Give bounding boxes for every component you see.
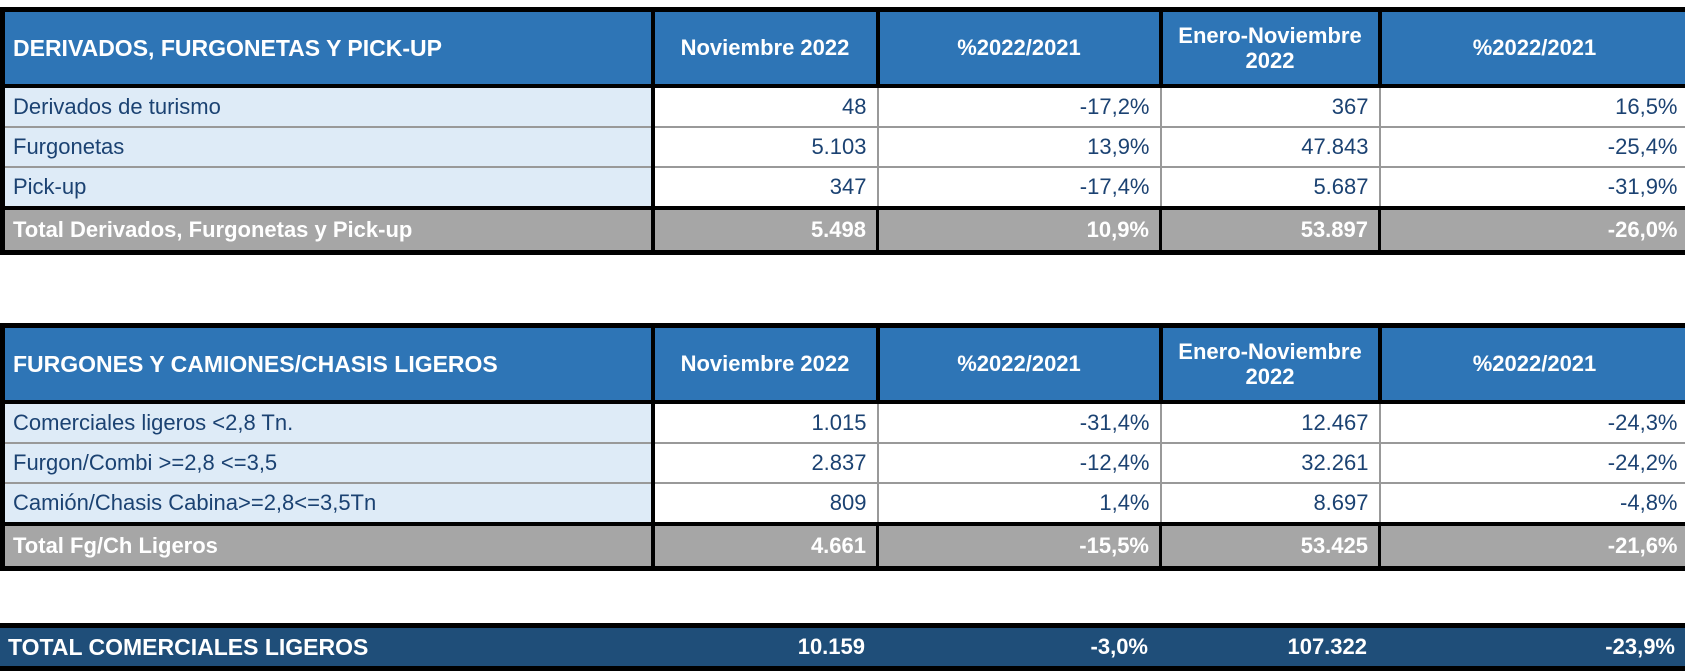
table-total-row: Total Fg/Ch Ligeros 4.661 -15,5% 53.425 … [3,524,1685,569]
table-row: Pick-up 347 -17,4% 5.687 -31,9% [3,167,1685,208]
cell-value: 13,9% [878,127,1161,167]
header-row: FURGONES Y CAMIONES/CHASIS LIGEROS Novie… [3,326,1685,403]
table-row: Furgon/Combi >=2,8 <=3,5 2.837 -12,4% 32… [3,443,1685,483]
row-label: Furgon/Combi >=2,8 <=3,5 [3,443,653,483]
table-row: Derivados de turismo 48 -17,2% 367 16,5% [3,86,1685,127]
row-label: Pick-up [3,167,653,208]
row-label: Derivados de turismo [3,86,653,127]
cell-value: -31,9% [1380,167,1685,208]
cell-value: 2.837 [653,443,878,483]
cell-value: 16,5% [1380,86,1685,127]
cell-value: 1,4% [878,483,1161,524]
cell-value: -25,4% [1380,127,1685,167]
table-row: Comerciales ligeros <2,8 Tn. 1.015 -31,4… [3,402,1685,443]
column-header-enero-noviembre-2022: Enero-Noviembre 2022 [1161,326,1380,403]
cell-value: -24,3% [1380,402,1685,443]
total-cell-value: 53.897 [1161,208,1380,253]
cell-value: 47.843 [1161,127,1380,167]
cell-value: 48 [653,86,878,127]
column-header-pct-ytd: %2022/2021 [1380,10,1685,87]
column-header-noviembre-2022: Noviembre 2022 [653,10,878,87]
column-header-pct-month: %2022/2021 [878,326,1161,403]
cell-value: 12.467 [1161,402,1380,443]
cell-value: 8.697 [1161,483,1380,524]
grand-total-value: -3,0% [875,634,1158,660]
cell-value: 5.103 [653,127,878,167]
cell-value: 809 [653,483,878,524]
grand-total-value: 10.159 [650,634,875,660]
table-title: FURGONES Y CAMIONES/CHASIS LIGEROS [3,326,653,403]
table-row: Furgonetas 5.103 13,9% 47.843 -25,4% [3,127,1685,167]
total-cell-value: 5.498 [653,208,878,253]
total-cell-value: -26,0% [1380,208,1685,253]
column-header-noviembre-2022: Noviembre 2022 [653,326,878,403]
row-label: Camión/Chasis Cabina>=2,8<=3,5Tn [3,483,653,524]
header-row: DERIVADOS, FURGONETAS Y PICK-UP Noviembr… [3,10,1685,87]
grand-total-label: TOTAL COMERCIALES LIGEROS [0,634,650,661]
cell-value: -17,4% [878,167,1161,208]
total-cell-value: -15,5% [878,524,1161,569]
cell-value: -12,4% [878,443,1161,483]
total-cell-value: 10,9% [878,208,1161,253]
table-title: DERIVADOS, FURGONETAS Y PICK-UP [3,10,653,87]
column-header-enero-noviembre-2022: Enero-Noviembre 2022 [1161,10,1380,87]
cell-value: 5.687 [1161,167,1380,208]
cell-value: -4,8% [1380,483,1685,524]
row-label: Furgonetas [3,127,653,167]
total-cell-value: -21,6% [1380,524,1685,569]
cell-value: 32.261 [1161,443,1380,483]
table-derivados-furgonetas-pickup: DERIVADOS, FURGONETAS Y PICK-UP Noviembr… [0,7,1685,255]
grand-total-value: 107.322 [1158,634,1377,660]
grand-total-value: -23,9% [1377,634,1685,660]
row-label: Comerciales ligeros <2,8 Tn. [3,402,653,443]
cell-value: -24,2% [1380,443,1685,483]
cell-value: -17,2% [878,86,1161,127]
total-cell-value: 53.425 [1161,524,1380,569]
table-row: Camión/Chasis Cabina>=2,8<=3,5Tn 809 1,4… [3,483,1685,524]
report-sheet: DERIVADOS, FURGONETAS Y PICK-UP Noviembr… [0,7,1685,671]
total-row-label: Total Derivados, Furgonetas y Pick-up [3,208,653,253]
cell-value: 347 [653,167,878,208]
total-row-label: Total Fg/Ch Ligeros [3,524,653,569]
cell-value: 367 [1161,86,1380,127]
cell-value: 1.015 [653,402,878,443]
total-cell-value: 4.661 [653,524,878,569]
column-header-pct-ytd: %2022/2021 [1380,326,1685,403]
table-furgones-camiones-chasis: FURGONES Y CAMIONES/CHASIS LIGEROS Novie… [0,323,1685,571]
column-header-pct-month: %2022/2021 [878,10,1161,87]
cell-value: -31,4% [878,402,1161,443]
table-total-row: Total Derivados, Furgonetas y Pick-up 5.… [3,208,1685,253]
